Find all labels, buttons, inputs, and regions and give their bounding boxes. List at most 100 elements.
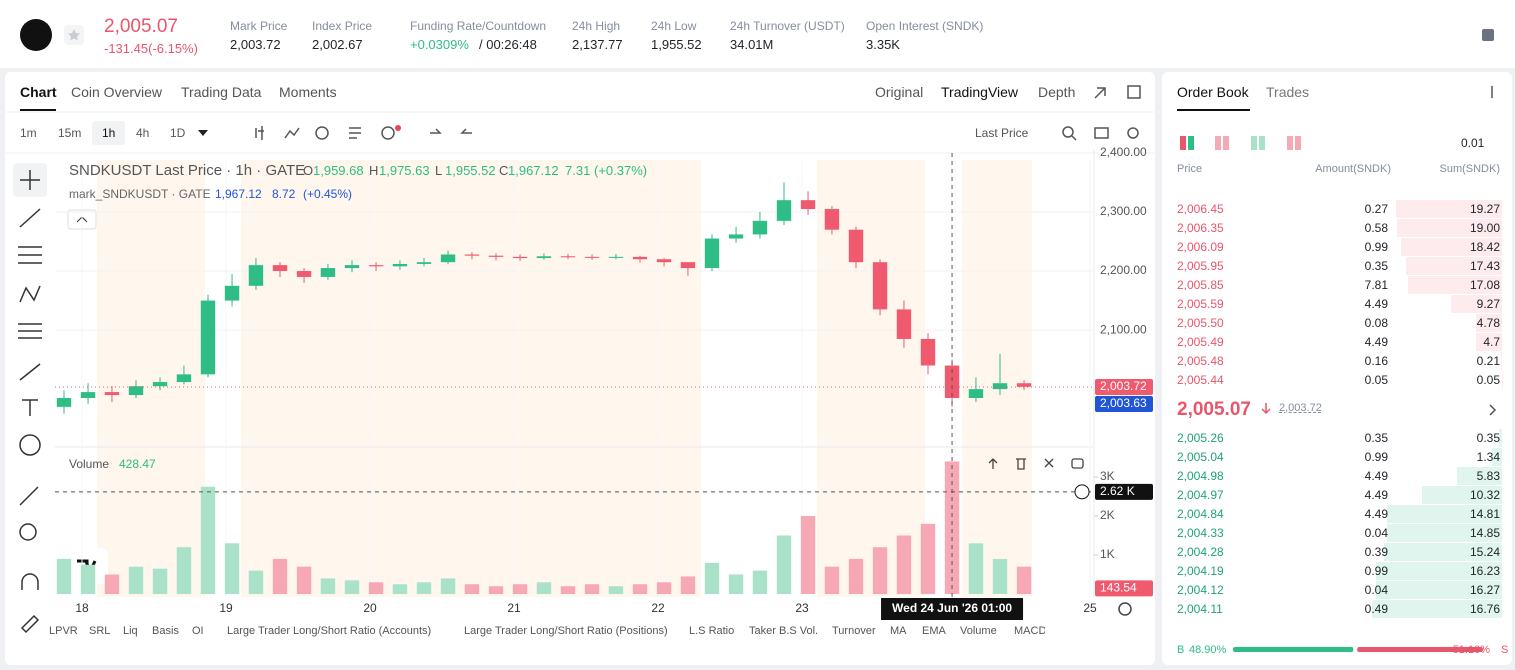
depth-bar: [1499, 429, 1502, 447]
indicator[interactable]: MACD: [1014, 625, 1045, 637]
candle-body: [80, 392, 96, 398]
book-amount: 0.49: [1364, 602, 1388, 616]
book-amount: 7.81: [1364, 278, 1388, 292]
book-price[interactable]: 2,004.97: [1177, 488, 1224, 502]
buy-letter: B: [1177, 644, 1185, 656]
crosshair-volume-tag-box: [1095, 483, 1153, 500]
candle-body: [560, 256, 576, 258]
stat-value: 1,955.52: [651, 37, 702, 52]
candle-body: [680, 262, 696, 269]
book-sum: 14.81: [1469, 507, 1500, 521]
indicator[interactable]: LPVR: [49, 625, 78, 637]
book-amount: 0.16: [1364, 354, 1388, 368]
book-price[interactable]: 2,004.12: [1177, 583, 1224, 597]
view-tab[interactable]: Depth: [1038, 84, 1076, 100]
book-tab[interactable]: Trades: [1266, 84, 1310, 100]
price-source[interactable]: Last Price: [975, 126, 1029, 140]
candle-body: [512, 256, 528, 259]
interval[interactable]: 1h: [102, 126, 116, 140]
indicator[interactable]: L.S Ratio: [689, 625, 735, 637]
book-price[interactable]: 2,004.19: [1177, 564, 1224, 578]
chart-tab[interactable]: Coin Overview: [71, 84, 163, 100]
axis-settings[interactable]: [1118, 602, 1132, 616]
stat-label: 24h Turnover (USDT): [730, 19, 845, 33]
candle-body: [56, 397, 72, 407]
volume-tick-label: 2K: [1100, 508, 1115, 522]
book-price[interactable]: 2,005.59: [1177, 297, 1224, 311]
indicator[interactable]: Volume: [960, 625, 997, 637]
book-sum: 0.21: [1476, 354, 1500, 368]
indicator[interactable]: OI: [192, 625, 204, 637]
indicator[interactable]: Liq: [123, 625, 138, 637]
book-price[interactable]: 2,005.95: [1177, 259, 1224, 273]
indicator[interactable]: SRL: [89, 625, 111, 637]
column-header: Sum(SNDK): [1439, 163, 1500, 175]
chart-tab[interactable]: Trading Data: [181, 84, 262, 100]
depth-bar: [1451, 295, 1502, 313]
session-bands: [97, 160, 1032, 597]
depth-bar: [1387, 505, 1502, 523]
chart-tab[interactable]: Moments: [279, 84, 337, 100]
interval[interactable]: 4h: [136, 126, 150, 140]
volume-bar: [584, 584, 600, 594]
view-tab[interactable]: Original: [875, 84, 924, 100]
book-price[interactable]: 2,006.45: [1177, 202, 1224, 216]
book-price[interactable]: 2,005.85: [1177, 278, 1224, 292]
depth-bar: [1372, 600, 1502, 618]
indicator[interactable]: Large Trader Long/Short Ratio (Positions…: [464, 625, 668, 637]
depth-bar: [1397, 219, 1502, 237]
stat-label: Mark Price: [230, 19, 288, 33]
interval[interactable]: 15m: [58, 126, 82, 140]
book-price[interactable]: 2,004.98: [1177, 469, 1224, 483]
interval[interactable]: 1m: [20, 126, 37, 140]
book-tab[interactable]: Order Book: [1177, 84, 1249, 100]
book-price[interactable]: 2,006.35: [1177, 221, 1224, 235]
precision[interactable]: 0.01: [1461, 136, 1485, 150]
book-price[interactable]: 2,005.26: [1177, 431, 1224, 445]
book-price[interactable]: 2,004.11: [1177, 602, 1223, 616]
book-price[interactable]: 2,006.09: [1177, 240, 1224, 254]
book-price[interactable]: 2,004.84: [1177, 507, 1224, 521]
candle-body: [176, 374, 192, 383]
book-price[interactable]: 2,004.33: [1177, 526, 1224, 540]
volume-bar: [80, 564, 96, 594]
indicator[interactable]: EMA: [922, 625, 946, 637]
book-price[interactable]: 2,005.04: [1177, 450, 1224, 464]
indicator[interactable]: Turnover: [832, 625, 876, 637]
indicator[interactable]: Large Trader Long/Short Ratio (Accounts): [227, 625, 432, 637]
view-tab[interactable]: TradingView: [941, 84, 1019, 100]
legend-change-pct: (+0.37%): [594, 163, 648, 178]
candle-body: [992, 383, 1008, 390]
candle-body: [848, 229, 864, 263]
book-price[interactable]: 2,005.49: [1177, 335, 1224, 349]
candle-body: [944, 365, 960, 398]
settings-icon[interactable]: [1482, 29, 1494, 41]
candle-body: [968, 389, 984, 398]
depth-bar: [1383, 543, 1502, 561]
candle-body: [584, 256, 600, 258]
book-price[interactable]: 2,004.28: [1177, 545, 1224, 559]
book-price[interactable]: 2,005.48: [1177, 354, 1224, 368]
book-price[interactable]: 2,005.50: [1177, 316, 1224, 330]
book-sum: 0.05: [1476, 373, 1500, 387]
y-tick-label: 2,300.00: [1100, 204, 1147, 218]
interval[interactable]: 1D: [170, 126, 186, 140]
chart-toolbar-icons: [255, 85, 1493, 141]
book-price[interactable]: 2,005.44: [1177, 373, 1224, 387]
volume-pane-buttons[interactable]: [988, 458, 1084, 470]
stat-value: 2,137.77: [572, 37, 623, 52]
depth-bar: [1386, 524, 1502, 542]
volume-value: 428.47: [119, 457, 156, 471]
candle-body: [320, 268, 336, 277]
volume-title: Volume: [69, 457, 110, 471]
stat-value: 34.01M: [730, 37, 774, 52]
candle-body: [104, 392, 120, 396]
indicator[interactable]: Basis: [152, 625, 179, 637]
dropdown-arrow[interactable]: [198, 130, 208, 136]
star-icon: [68, 29, 80, 41]
chart-tab[interactable]: Chart: [20, 84, 57, 100]
indicator[interactable]: MA: [890, 625, 907, 637]
indicator[interactable]: Taker B.S Vol.: [749, 625, 819, 637]
book-amount: 0.99: [1364, 450, 1388, 464]
